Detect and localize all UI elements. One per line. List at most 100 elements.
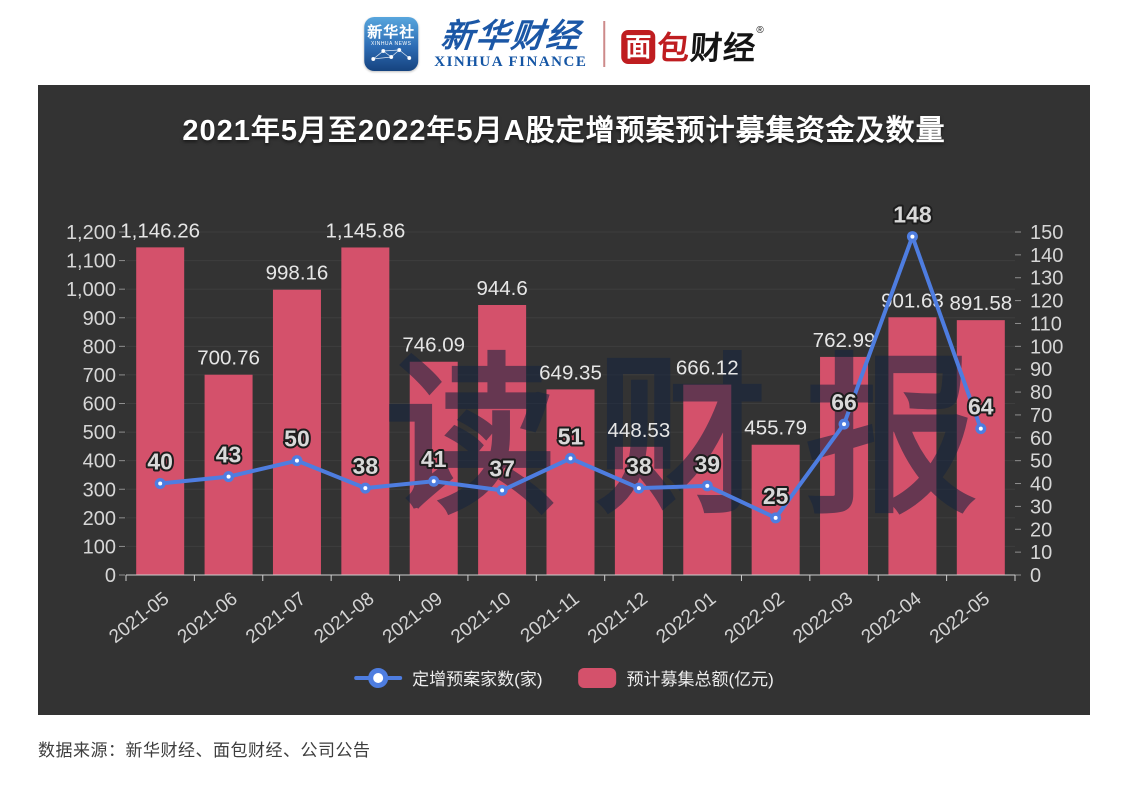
x-axis-label: 2021-05 [105,588,173,647]
bar-value-label: 944.6 [476,277,527,300]
line-value-label: 39 [694,451,720,477]
x-axis-label: 2021-12 [584,588,652,647]
bar-value-label: 762.99 [813,329,876,352]
x-axis-label: 2022-01 [652,588,720,647]
bar-value-label: 448.53 [608,419,671,442]
xinhua-finance-wordmark: 新华财经 [438,16,583,54]
line-value-label: 38 [353,453,379,479]
header-logos: 新华社 XINHUA NEWS 新华财经 XINHUA FINANCE 面 包 … [336,6,792,82]
x-axis-label: 2021-07 [242,588,310,647]
bar [614,446,663,575]
bar [888,317,937,575]
right-axis-label: 20 [1030,519,1052,541]
right-axis-label: 30 [1030,496,1052,518]
registered-mark: ® [756,25,764,36]
bar [272,289,321,575]
line-value-label: 50 [284,426,310,452]
right-axis-label: 60 [1030,428,1052,450]
line-point-center [568,456,573,461]
bread-finance-black-chars: 财经 [689,30,758,66]
bar [956,320,1005,575]
line-point-center [842,422,847,427]
line-value-label: 66 [831,389,857,415]
x-axis-label: 2022-04 [858,588,926,648]
line-value-label: 25 [763,483,789,509]
legend-line-label: 定增预案家数(家) [412,670,543,689]
network-globe-icon [371,48,412,61]
left-axis-label: 700 [83,365,116,387]
line-point-center [431,479,436,484]
border-bottom [19,777,1109,781]
logo-divider [603,21,606,67]
bar-value-label: 1,146.26 [120,219,200,242]
line-point-center [636,486,641,491]
right-axis-label: 130 [1030,268,1063,290]
line-point-center [910,234,915,239]
xinhua-news-logo-title: 新华社 [367,24,416,41]
line-point-center [978,426,983,431]
x-axis-label: 2021-08 [311,588,379,647]
legend: 定增预案家数(家) 预计募集总额(亿元) [354,665,774,690]
line-point-center [158,481,163,486]
chart-panel: 2021年5月至2022年5月A股定增预案预计募集资金及数量 0 100 200 30… [38,85,1090,715]
bar-value-label: 666.12 [676,357,739,380]
right-axis-label: 50 [1030,451,1052,473]
right-axis-label: 80 [1030,382,1052,404]
xinhua-finance-subtitle: XINHUA FINANCE [434,53,588,70]
border-right [1105,50,1109,781]
right-axis-label: 120 [1030,291,1063,313]
line-series-legend-marker [354,667,403,688]
right-axis-label: 90 [1030,359,1052,381]
left-axis-label: 800 [83,336,116,358]
bar [478,305,527,575]
x-axis-label: 2022-02 [721,588,789,647]
line-point-center [500,488,505,493]
xinhua-finance-logo: 新华财经 XINHUA FINANCE [434,16,588,70]
bar-value-label: 746.09 [402,334,465,357]
bar [820,356,869,575]
line-value-label: 64 [968,394,994,420]
line-point-center [363,486,368,491]
line-value-label: 40 [147,449,173,475]
line-value-label: 38 [626,453,652,479]
x-axis-label: 2022-05 [926,588,994,647]
watermark: 读财报 [385,342,1015,534]
line-point-center [226,474,231,479]
legend-item-bar[interactable]: 预计募集总额(亿元) [578,665,774,690]
left-axis-label: 1,200 [66,222,116,244]
right-axis-label: 40 [1030,474,1052,496]
bar-value-label: 901.63 [881,289,944,312]
line-point-center [294,458,299,463]
line-point-center [773,515,778,520]
x-axis-label: 2021-06 [174,588,242,647]
right-axis-label: 140 [1030,245,1063,267]
left-axis-label: 200 [83,508,116,530]
left-axis-label: 300 [83,479,116,501]
x-axis-label: 2021-09 [379,588,447,647]
left-axis-label: 900 [83,308,116,330]
xinhua-news-logo: 新华社 XINHUA NEWS [364,17,419,71]
chart-title: 2021年5月至2022年5月A股定增预案预计募集资金及数量 [182,115,946,147]
left-axis-label: 0 [105,565,116,587]
x-axis-label: 2021-11 [517,588,584,647]
bar [683,384,732,575]
right-axis-label: 70 [1030,405,1052,427]
bar [409,361,458,575]
right-axis-label: 0 [1030,565,1041,587]
left-axis-label: 400 [83,451,116,473]
bar-value-label: 649.35 [539,361,602,384]
bar [546,389,595,575]
footer: 数据来源：新华财经、面包财经、公司公告 [38,736,371,761]
right-axis-label: 10 [1030,542,1052,564]
bread-finance-logo: 面 包 财经 ® [621,24,764,66]
line-value-label: 148 [893,202,932,228]
right-axis-label: 100 [1030,336,1063,358]
x-axis-label: 2021-10 [447,588,515,647]
left-axis-label: 100 [83,536,116,558]
bar [136,247,185,575]
xinhua-news-logo-subtitle: XINHUA NEWS [370,41,412,47]
legend-item-line[interactable]: 定增预案家数(家) [354,665,543,690]
line-value-label: 41 [421,446,447,472]
left-axis-label: 1,000 [66,279,116,301]
bar-value-label: 700.76 [197,347,260,370]
